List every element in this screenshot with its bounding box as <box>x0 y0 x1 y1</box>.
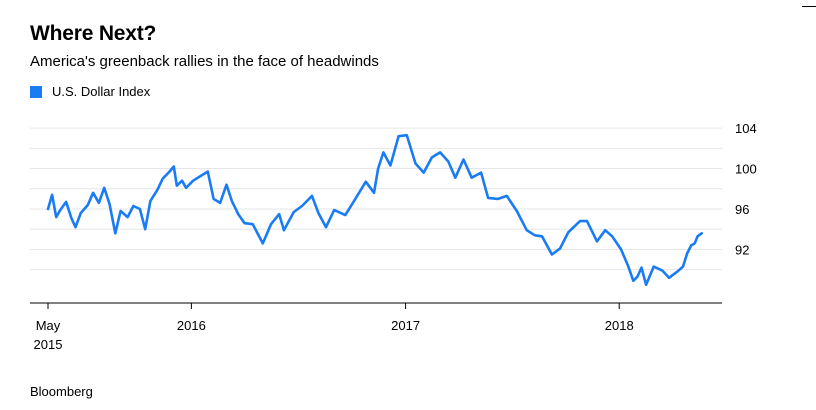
x-tick-label: 2016 <box>177 318 206 333</box>
corner-mark <box>802 6 816 7</box>
x-tick-sublabel: 2015 <box>34 337 63 352</box>
legend-label: U.S. Dollar Index <box>52 84 151 99</box>
x-tick-label: 2018 <box>605 318 634 333</box>
y-tick-label: 100 <box>735 162 757 177</box>
chart-title: Where Next? <box>30 22 157 45</box>
legend: U.S. Dollar Index <box>30 84 150 99</box>
x-tick-label: May <box>36 318 61 333</box>
y-tick-label: 92 <box>735 242 749 257</box>
source-note: Bloomberg <box>30 384 93 399</box>
legend-swatch <box>30 85 42 98</box>
y-tick-label: 96 <box>735 202 749 217</box>
x-tick-label: 2017 <box>391 318 420 333</box>
series-line-dollar-index <box>46 133 703 287</box>
chart-subtitle: America's greenback rallies in the face … <box>30 53 379 70</box>
y-tick-label: 104 <box>735 121 757 136</box>
